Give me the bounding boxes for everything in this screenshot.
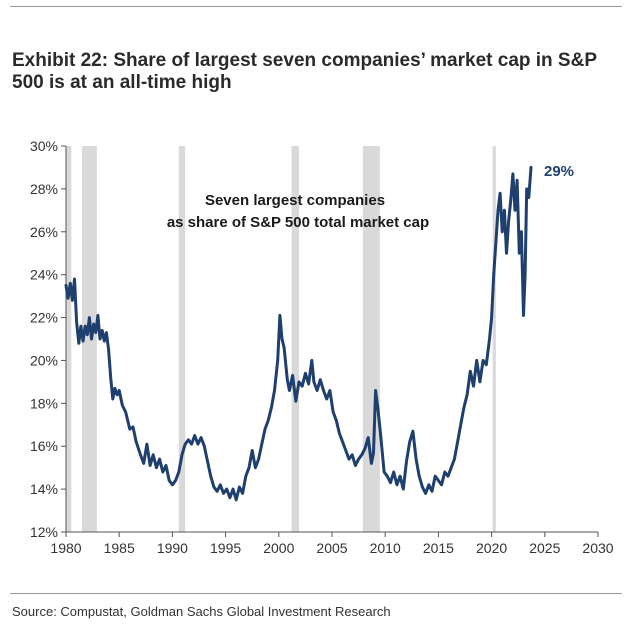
- y-tick-label: 26%: [30, 224, 58, 240]
- chart-title: Exhibit 22: Share of largest seven compa…: [12, 50, 612, 94]
- recession-band-0: [66, 146, 72, 532]
- y-tick-label: 16%: [30, 438, 58, 454]
- end-value-label: 29%: [544, 163, 574, 180]
- y-tick-label: 12%: [30, 524, 58, 540]
- y-tick-label: 24%: [30, 267, 58, 283]
- recession-band-1: [81, 146, 97, 532]
- x-tick-label: 2000: [263, 540, 294, 556]
- top-rule: [10, 6, 622, 7]
- y-tick-label: 18%: [30, 395, 58, 411]
- y-tick-label: 22%: [30, 310, 58, 326]
- series-line-0: [64, 165, 533, 502]
- line-chart: 12%14%16%18%20%22%24%26%28%30% 1980 1985 1…: [30, 138, 614, 556]
- source-rule: [10, 593, 622, 594]
- x-tick-label: 2005: [316, 540, 347, 556]
- source-note: Source: Compustat, Goldman Sachs Global …: [12, 604, 391, 619]
- recession-band-2: [178, 146, 186, 532]
- x-axis: 1980 1985 1990 1995 2000 2005 2010 2015 2020 2025…: [50, 531, 614, 556]
- y-tick-label: 30%: [30, 138, 58, 154]
- recession-bands: [66, 146, 496, 532]
- x-tick-label: 2030: [582, 540, 613, 556]
- y-axis: 12% 14% 16% 18% 20% 22% 24% 26% 28% 30%: [30, 138, 67, 540]
- chart-title-line-1: Exhibit 22: Share of largest seven compa…: [12, 50, 598, 71]
- series-group: [64, 165, 533, 502]
- x-tick-label: 2015: [423, 540, 454, 556]
- y-tick-label: 20%: [30, 352, 58, 368]
- recession-band-5: [492, 146, 496, 532]
- recession-band-4: [362, 146, 380, 532]
- x-tick-label: 2020: [476, 540, 507, 556]
- y-tick-label: 28%: [30, 181, 58, 197]
- x-tick-label: 1995: [210, 540, 241, 556]
- x-tick-label: 2025: [529, 540, 560, 556]
- x-tick-label: 1980: [50, 540, 81, 556]
- annotation-line-1: Seven largest companies: [205, 192, 385, 209]
- x-tick-label: 1985: [104, 540, 135, 556]
- y-tick-label: 14%: [30, 481, 58, 497]
- annotation-line-2: as share of S&P 500 total market cap: [167, 214, 429, 231]
- x-tick-label: 2010: [370, 540, 401, 556]
- recession-band-3: [291, 146, 300, 532]
- chart-title-line-2: 500 is at an all-time high: [12, 72, 232, 93]
- x-tick-label: 1990: [157, 540, 188, 556]
